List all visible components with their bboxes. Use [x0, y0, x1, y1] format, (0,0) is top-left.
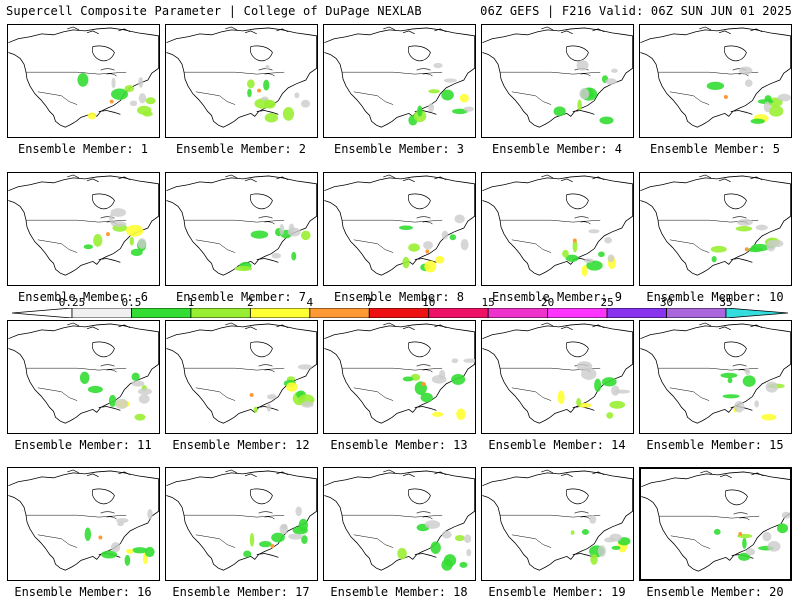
legend-swatch — [666, 308, 727, 318]
ensemble-map-11 — [7, 320, 160, 434]
panel-label: Ensemble Member: 17 — [172, 585, 310, 599]
panel-label: Ensemble Member: 12 — [172, 438, 310, 452]
ensemble-map-16 — [7, 467, 160, 581]
panel-label: Ensemble Member: 2 — [175, 142, 307, 156]
legend-swatch — [249, 308, 311, 318]
panel-label: Ensemble Member: 8 — [333, 290, 465, 304]
ensemble-map-8 — [323, 172, 476, 286]
legend-swatch — [368, 308, 430, 318]
panel-label: Ensemble Member: 11 — [14, 438, 152, 452]
panel-label: Ensemble Member: 18 — [330, 585, 468, 599]
legend-low-arrow — [12, 308, 73, 318]
legend-tick-label: 1 — [187, 296, 195, 309]
ensemble-map-19 — [481, 467, 634, 581]
run-info: 06Z GEFS | F216 Valid: 06Z SUN JUN 01 20… — [480, 4, 792, 18]
ensemble-map-6 — [7, 172, 160, 286]
page-title: Supercell Composite Parameter | College … — [6, 4, 422, 18]
panel-label: Ensemble Member: 16 — [14, 585, 152, 599]
panel-label: Ensemble Member: 13 — [330, 438, 468, 452]
legend-bar — [12, 308, 788, 318]
panel-label: Ensemble Member: 5 — [649, 142, 781, 156]
legend-tick-label: 35 — [719, 296, 733, 309]
panel-label: Ensemble Member: 14 — [488, 438, 626, 452]
legend-tick-label: 15 — [481, 296, 495, 309]
ensemble-map-20 — [639, 467, 792, 581]
legend-swatch — [487, 308, 549, 318]
ensemble-map-5 — [639, 24, 792, 138]
legend-tick-label: 30 — [659, 296, 674, 309]
legend-tick-label: 25 — [600, 296, 614, 309]
legend-tick-label: 7 — [365, 296, 373, 309]
panel-label: Ensemble Member: 9 — [491, 290, 623, 304]
panel-label: Ensemble Member: 3 — [333, 142, 465, 156]
panel-label: Ensemble Member: 10 — [646, 290, 784, 304]
panel-label: Ensemble Member: 20 — [646, 585, 784, 599]
legend-tick-label: 20 — [541, 296, 555, 309]
ensemble-map-9 — [481, 172, 634, 286]
panel-label: Ensemble Member: 6 — [17, 290, 149, 304]
ensemble-map-18 — [323, 467, 476, 581]
legend-tick-label: 2 — [247, 296, 254, 309]
ensemble-map-13 — [323, 320, 476, 434]
ensemble-map-1 — [7, 24, 160, 138]
ensemble-map-17 — [165, 467, 318, 581]
legend-tick-label: 4 — [306, 296, 314, 309]
ensemble-map-3 — [323, 24, 476, 138]
panel-label: Ensemble Member: 7 — [175, 290, 307, 304]
legend-swatch — [428, 308, 489, 318]
ensemble-map-10 — [639, 172, 792, 286]
legend-swatch — [547, 308, 608, 318]
ensemble-map-12 — [165, 320, 318, 434]
panel-label: Ensemble Member: 19 — [488, 585, 626, 599]
ensemble-map-14 — [481, 320, 634, 434]
ensemble-map-7 — [165, 172, 318, 286]
legend-tick-label: 10 — [422, 296, 436, 309]
panel-label: Ensemble Member: 4 — [491, 142, 623, 156]
legend-swatch — [131, 308, 192, 318]
legend-tick-label: 0.5 — [121, 296, 142, 309]
ensemble-map-15 — [639, 320, 792, 434]
panel-label: Ensemble Member: 1 — [17, 142, 149, 156]
color-legend: 0.25 0.5 1 2 4 7 10 15 20 25 30 35 — [12, 296, 788, 324]
legend-swatch — [606, 308, 667, 318]
ensemble-map-2 — [165, 24, 318, 138]
legend-swatch — [309, 308, 370, 318]
legend-swatch — [71, 308, 132, 318]
legend-high-arrow — [725, 308, 788, 318]
ensemble-map-4 — [481, 24, 634, 138]
legend-tick-label: 0.25 — [58, 296, 86, 309]
legend-swatch — [190, 308, 251, 318]
panel-label: Ensemble Member: 15 — [646, 438, 784, 452]
